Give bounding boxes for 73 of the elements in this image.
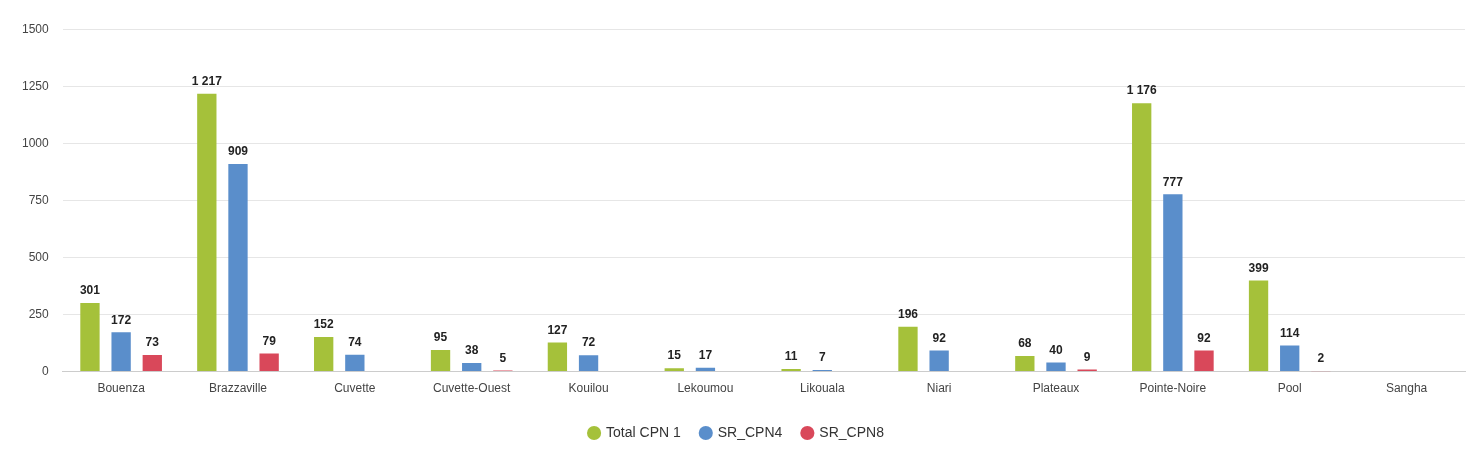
legend-label: SR_CPN4: [717, 423, 783, 440]
y-tick-label: 1000: [21, 135, 50, 150]
bar: [898, 326, 918, 372]
x-tick-label: Niari: [926, 381, 952, 396]
x-tick-label: Bouenza: [97, 381, 146, 396]
data-label: 11: [784, 349, 798, 364]
bar: [1132, 103, 1152, 372]
y-tick-label: 500: [28, 249, 50, 264]
x-tick-label: Sangha: [1385, 381, 1428, 396]
bar: [1015, 356, 1035, 372]
bar: [547, 342, 568, 372]
data-label: 68: [1018, 336, 1032, 351]
data-label: 9: [1083, 349, 1091, 364]
bar: [462, 362, 482, 372]
data-label: 909: [227, 144, 249, 159]
bar: [197, 93, 217, 372]
bar: [1280, 345, 1300, 372]
data-label: 92: [1197, 330, 1212, 345]
y-tick-label: 0: [42, 363, 50, 378]
data-label: 74: [348, 335, 362, 350]
data-label: 301: [79, 283, 101, 298]
bar: [1194, 350, 1214, 372]
x-tick-label: Plateaux: [1032, 381, 1080, 396]
data-label: 38: [465, 343, 479, 358]
bar: [929, 350, 949, 372]
x-tick-label: Lekoumou: [677, 381, 734, 396]
data-label: 95: [433, 330, 448, 345]
x-tick-label: Pool: [1277, 381, 1302, 396]
data-label: 15: [667, 348, 682, 363]
bar: [1163, 194, 1183, 372]
data-label: 127: [547, 322, 568, 337]
bar: [142, 354, 162, 372]
data-label: 114: [1280, 325, 1300, 340]
bar: [111, 332, 131, 372]
data-label: 17: [698, 348, 713, 363]
data-label: 73: [145, 335, 160, 350]
x-tick-label: Cuvette-Ouest: [433, 381, 512, 396]
bar: [314, 336, 334, 372]
data-label: 152: [313, 317, 335, 332]
bar: [259, 353, 279, 372]
y-tick-label: 1250: [21, 78, 50, 93]
bar: [80, 302, 100, 372]
legend-label: SR_CPN8: [819, 423, 885, 440]
data-label: 2: [1317, 351, 1325, 366]
data-label: 79: [262, 333, 277, 348]
legend-label: Total CPN 1: [606, 423, 681, 440]
x-tick-label: Cuvette: [334, 381, 376, 396]
bar: [578, 355, 599, 372]
data-label: 72: [581, 335, 596, 350]
bar: [430, 349, 451, 372]
data-label: 7: [818, 350, 826, 365]
data-label: 1 176: [1126, 83, 1158, 98]
x-tick-label: Brazzaville: [208, 381, 268, 396]
data-label: 40: [1049, 342, 1063, 357]
bar: [228, 164, 248, 372]
data-label: 92: [932, 330, 947, 345]
y-tick-label: 250: [28, 306, 50, 321]
y-tick-label: 1500: [21, 21, 50, 36]
bar: [1248, 280, 1269, 372]
data-label: 777: [1162, 174, 1184, 189]
data-label: 196: [897, 307, 919, 322]
data-label: 1 217: [191, 74, 223, 89]
data-label: 399: [1248, 260, 1269, 275]
x-tick-label: Pointe-Noire: [1139, 381, 1207, 396]
bar: [345, 354, 365, 372]
bar: [664, 368, 684, 372]
bar: [1046, 362, 1066, 372]
data-label: 5: [499, 350, 507, 365]
data-label: 172: [111, 312, 132, 327]
y-tick-label: 750: [28, 192, 50, 207]
x-tick-label: Likouala: [799, 381, 845, 396]
bar: [781, 369, 801, 372]
x-tick-label: Kouilou: [568, 381, 609, 396]
